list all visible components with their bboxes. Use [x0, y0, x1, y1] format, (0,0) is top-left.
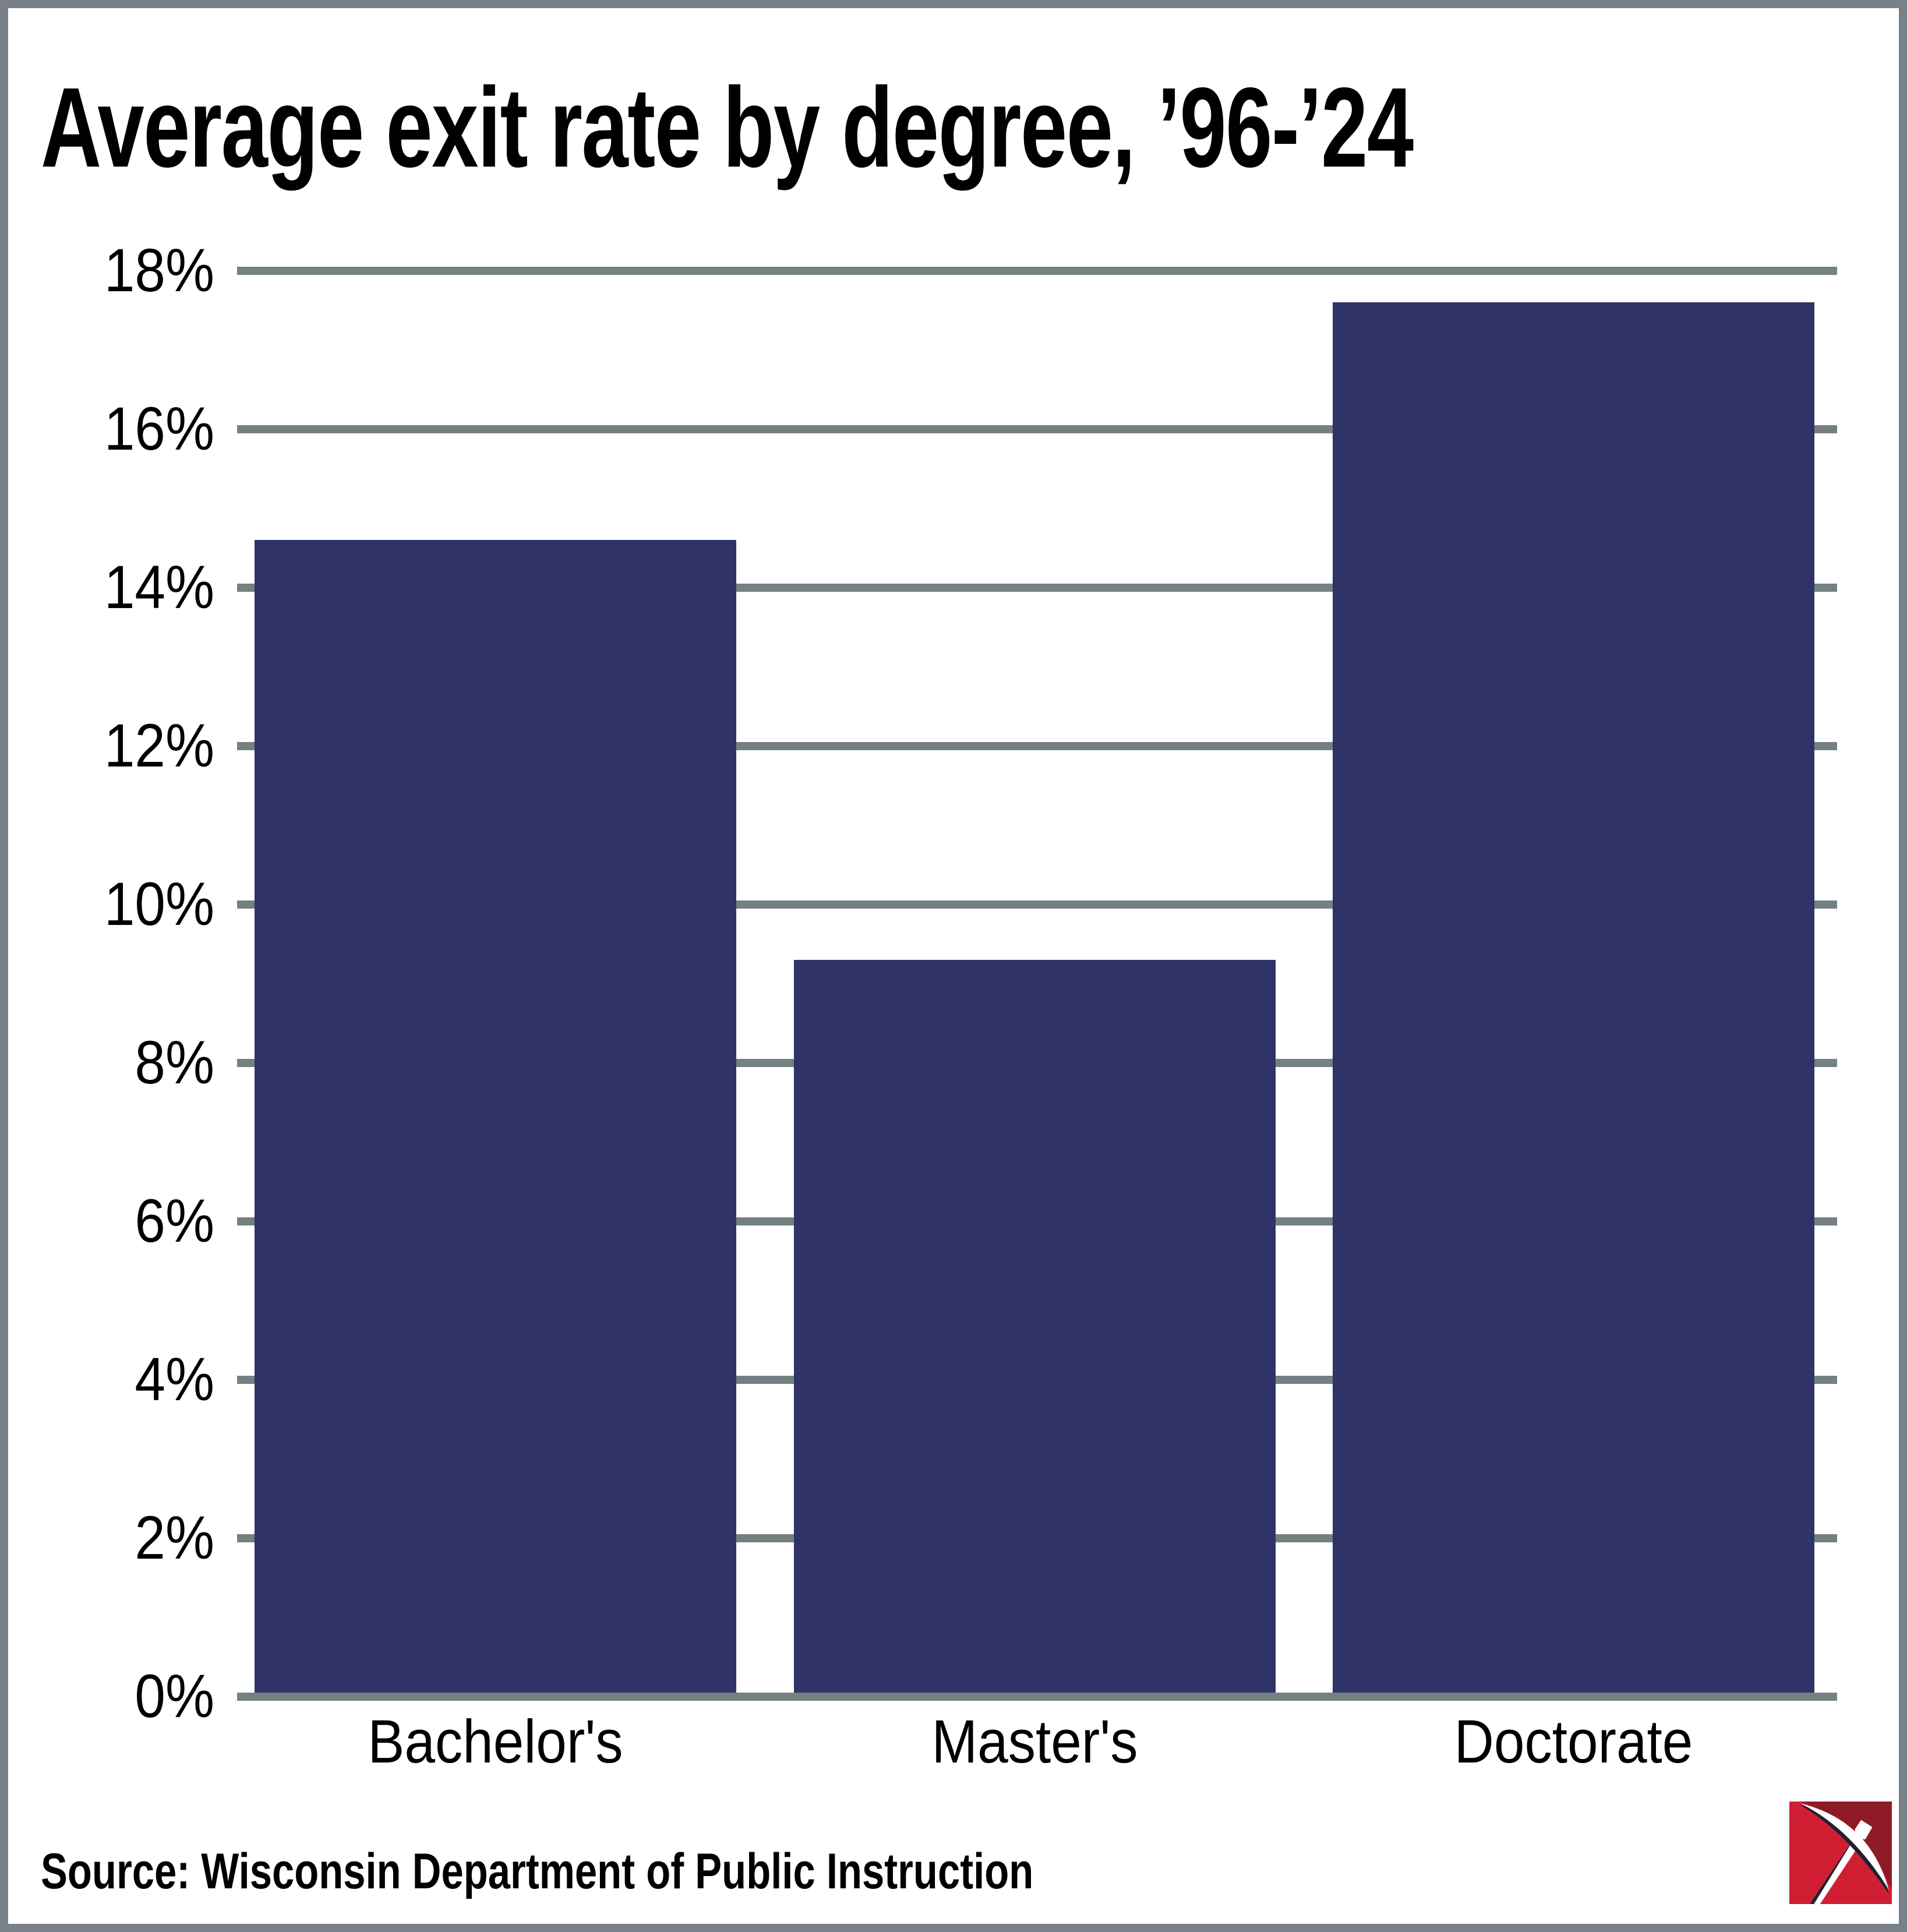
x-axis-category-label: Master's — [931, 1708, 1138, 1776]
pickaxe-handle-tip — [1855, 1820, 1873, 1840]
y-axis-tick-label: 12% — [104, 712, 214, 780]
y-axis-tick-label: 2% — [135, 1504, 214, 1572]
bar-doctorate — [1333, 302, 1814, 1693]
y-axis-tick-label: 14% — [104, 553, 214, 621]
y-axis-tick-label: 0% — [135, 1662, 214, 1730]
x-axis-category-label: Doctorate — [1454, 1708, 1693, 1776]
y-axis-tick-label: 6% — [135, 1187, 214, 1255]
gridline-18% — [237, 267, 1837, 275]
chart-title-text: Average exit rate by degree, ’96-’24 — [41, 64, 1414, 191]
y-axis-tick-label: 16% — [104, 395, 214, 463]
logo-dark-corner — [1800, 1802, 1892, 1890]
bar-masters — [794, 960, 1276, 1693]
y-axis-tick-label: 4% — [135, 1345, 214, 1414]
gridline-0% — [237, 1693, 1837, 1701]
y-axis-tick-label: 8% — [135, 1029, 214, 1097]
y-axis-tick-label: 10% — [104, 870, 214, 938]
y-axis-tick-label: 18% — [104, 236, 214, 305]
source-caption: Source: Wisconsin Department of Public I… — [41, 1845, 1281, 1898]
chart-title: Average exit rate by degree, ’96-’24 — [41, 65, 1895, 190]
x-axis-category-label: Bachelor's — [368, 1708, 623, 1776]
bar-bachelors — [255, 540, 736, 1693]
pickaxe-logo-icon — [1789, 1802, 1892, 1904]
source-text: Source: Wisconsin Department of Public I… — [41, 1843, 1034, 1899]
